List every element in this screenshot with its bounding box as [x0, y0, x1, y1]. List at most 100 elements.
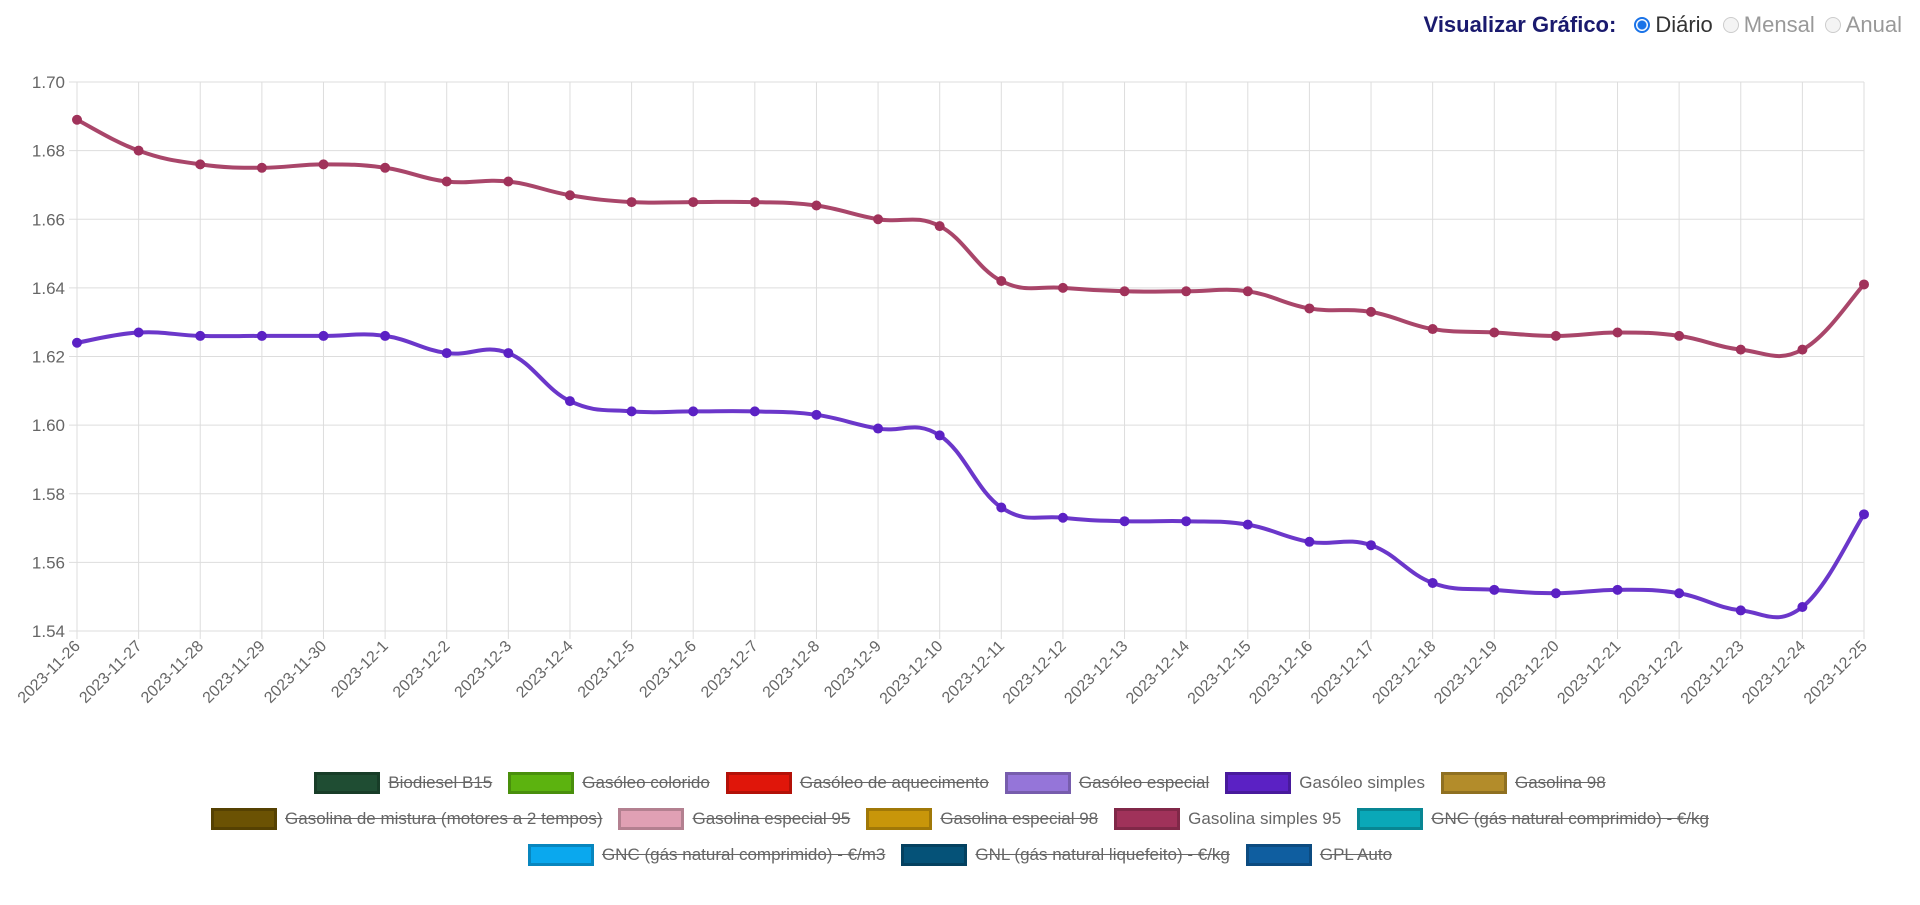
data-point	[688, 406, 699, 417]
data-point	[564, 190, 575, 201]
data-point	[503, 348, 514, 359]
legend-swatch	[1004, 772, 1071, 794]
data-point	[626, 197, 637, 208]
legend-item[interactable]: Gasolina simples 95	[1114, 808, 1341, 830]
radio-mensal[interactable]: Mensal	[1722, 12, 1815, 38]
legend-label: GNC (gás natural comprimido) - €/kg	[1431, 809, 1709, 828]
line-chart: 1.701.681.661.641.621.601.581.561.542023…	[15, 73, 1871, 708]
legend-item[interactable]: Gasolina especial 98	[866, 808, 1098, 830]
data-point	[72, 114, 82, 125]
legend-row: Biodiesel B15 Gasóleo colorido Gasóleo de …	[0, 765, 1920, 801]
x-tick-label: 2023-12-3	[452, 638, 516, 702]
data-point	[503, 176, 514, 187]
chart-view-selector: Visualizar Gráfico: Diário Mensal Anual	[1424, 12, 1902, 38]
view-label: Visualizar Gráfico:	[1423, 12, 1617, 37]
data-point	[873, 214, 884, 225]
legend-swatch	[314, 772, 381, 794]
x-tick-label: 2023-11-27	[76, 638, 145, 707]
chart-legend: Biodiesel B15 Gasóleo colorido Gasóleo de …	[0, 765, 1920, 873]
x-tick-label: 2023-12-2	[390, 638, 454, 702]
x-tick-label: 2023-12-8	[760, 638, 824, 702]
data-point	[1242, 519, 1253, 530]
data-point	[1427, 324, 1438, 335]
legend-item[interactable]: GPL Auto	[1245, 844, 1392, 866]
legend-swatch	[725, 772, 792, 794]
data-point	[1427, 577, 1438, 588]
y-tick-label: 1.62	[32, 348, 65, 367]
data-point	[626, 406, 637, 417]
data-point	[688, 197, 699, 208]
data-point	[1242, 286, 1253, 297]
y-tick-label: 1.54	[32, 622, 65, 641]
legend-item[interactable]: GNL (gás natural liquefeito) - €/kg	[901, 844, 1230, 866]
legend-item[interactable]: Gasolina 98	[1440, 772, 1606, 794]
x-tick-label: 2023-12-9	[821, 638, 885, 702]
data-point	[873, 423, 884, 434]
x-tick-label: 2023-12-15	[1185, 638, 1255, 708]
x-tick-label: 2023-12-14	[1123, 638, 1193, 708]
data-point	[1057, 282, 1068, 293]
legend-item[interactable]: GNC (gás natural comprimido) - €/m3	[527, 844, 885, 866]
radio-dot[interactable]	[1722, 17, 1739, 33]
data-point	[318, 330, 329, 341]
radio-label: Diário	[1655, 12, 1713, 37]
data-point	[1304, 536, 1315, 547]
data-point	[195, 330, 206, 341]
data-point	[1366, 540, 1377, 551]
legend-item[interactable]: Gasóleo especial	[1004, 772, 1210, 794]
legend-label: Gasolina 98	[1514, 773, 1606, 792]
x-tick-label: 2023-12-1	[328, 638, 392, 702]
legend-item[interactable]: Biodiesel B15	[314, 772, 492, 794]
legend-item[interactable]: Gasolina de mistura (motores a 2 tempos)	[211, 808, 602, 830]
data-point	[811, 409, 822, 420]
legend-item[interactable]: GNC (gás natural comprimido) - €/kg	[1357, 808, 1709, 830]
legend-label: Gasóleo colorido	[582, 773, 710, 792]
data-point	[996, 276, 1007, 287]
x-tick-label: 2023-11-26	[15, 638, 84, 707]
data-point	[1797, 344, 1808, 355]
data-point	[195, 159, 206, 170]
data-point	[1859, 279, 1869, 290]
data-point	[749, 197, 760, 208]
data-point	[318, 159, 329, 170]
radio-dot-selected[interactable]	[1634, 17, 1651, 33]
data-point	[72, 337, 82, 348]
legend-label: Gasolina de mistura (motores a 2 tempos)	[285, 809, 603, 828]
radio-diario[interactable]: Diário	[1634, 12, 1713, 38]
x-tick-label: 2023-12-25	[1801, 638, 1871, 708]
data-point	[380, 330, 391, 341]
legend-item[interactable]: Gasolina especial 95	[618, 808, 850, 830]
legend-item[interactable]: Gasóleo de aquecimento	[725, 772, 989, 794]
x-tick-label: 2023-12-20	[1493, 638, 1563, 708]
legend-item[interactable]: Gasóleo colorido	[508, 772, 710, 794]
legend-label: Gasóleo especial	[1078, 773, 1210, 792]
x-tick-label: 2023-12-22	[1616, 638, 1686, 708]
x-tick-label: 2023-12-17	[1308, 638, 1378, 708]
y-tick-label: 1.60	[32, 416, 65, 435]
radio-anual[interactable]: Anual	[1824, 12, 1902, 38]
data-point	[1612, 327, 1623, 338]
data-point	[1674, 588, 1685, 599]
data-point	[1489, 584, 1500, 595]
x-tick-label: 2023-12-16	[1246, 638, 1316, 708]
legend-swatch	[527, 844, 594, 866]
data-point	[1181, 286, 1192, 297]
x-tick-label: 2023-11-30	[261, 638, 330, 707]
data-point	[1550, 330, 1561, 341]
data-point	[1057, 512, 1068, 523]
x-tick-label: 2023-12-19	[1431, 638, 1501, 708]
x-tick-label: 2023-12-4	[513, 638, 577, 702]
radio-dot[interactable]	[1824, 17, 1841, 33]
data-point	[1550, 588, 1561, 599]
data-point	[811, 200, 822, 211]
legend-label: Gasolina simples 95	[1188, 809, 1342, 828]
data-point	[1612, 584, 1623, 595]
data-point	[1304, 303, 1315, 314]
data-point	[934, 430, 945, 441]
legend-swatch	[1114, 808, 1181, 830]
series-line-1	[76, 330, 1866, 620]
legend-swatch	[618, 808, 685, 830]
legend-row: GNC (gás natural comprimido) - €/m3 GNL (…	[0, 837, 1920, 873]
x-tick-label: 2023-12-6	[636, 638, 700, 702]
legend-item[interactable]: Gasóleo simples	[1225, 772, 1425, 794]
